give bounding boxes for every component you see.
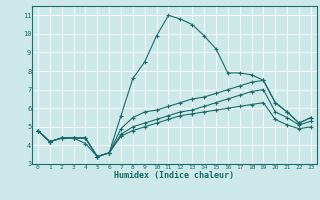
X-axis label: Humidex (Indice chaleur): Humidex (Indice chaleur) — [115, 171, 234, 180]
